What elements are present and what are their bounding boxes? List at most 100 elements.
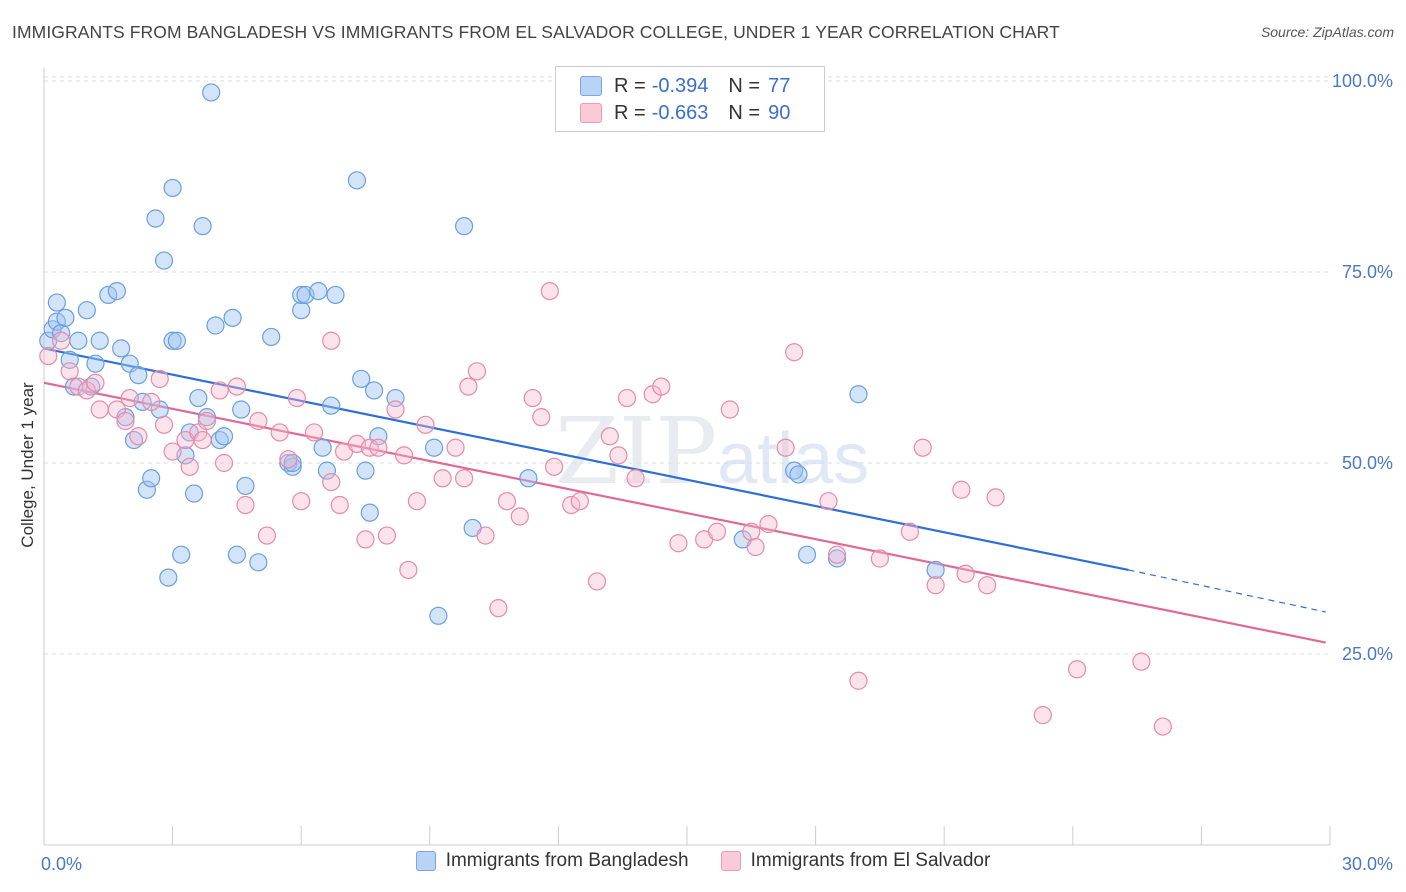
point-elsalvador	[214, 453, 234, 473]
point-elsalvador	[609, 446, 628, 465]
source-credit: Source: ZipAtlas.com	[1260, 24, 1394, 40]
point-elsalvador	[570, 492, 589, 511]
point-elsalvador	[913, 438, 932, 457]
point-bangladesh	[99, 285, 118, 305]
trend-line-bangladesh-extension	[1128, 569, 1326, 613]
point-elsalvador	[776, 438, 795, 457]
point-bangladesh	[47, 312, 66, 331]
point-bangladesh	[47, 293, 66, 312]
point-elsalvador	[785, 343, 804, 362]
point-bangladesh	[112, 339, 131, 358]
point-bangladesh	[519, 469, 538, 488]
point-bangladesh	[197, 408, 216, 427]
point-bangladesh	[309, 282, 328, 301]
point-elsalvador	[279, 450, 298, 469]
legend-r-value: -0.663	[651, 101, 709, 124]
point-elsalvador	[759, 515, 778, 534]
axes	[43, 68, 1331, 846]
trend-lines	[43, 347, 1326, 644]
point-elsalvador	[532, 408, 551, 427]
point-bangladesh	[142, 469, 161, 488]
point-elsalvador	[433, 469, 452, 488]
y-tick-label: 25.0%	[1342, 644, 1393, 664]
point-bangladesh	[129, 366, 148, 385]
point-elsalvador	[197, 411, 216, 431]
point-elsalvador	[626, 469, 645, 488]
point-elsalvador	[227, 377, 246, 396]
point-elsalvador	[454, 469, 474, 488]
point-bangladesh	[926, 560, 945, 580]
point-bangladesh	[163, 178, 182, 198]
point-bangladesh	[360, 503, 379, 522]
point-elsalvador	[304, 423, 324, 442]
point-elsalvador	[446, 438, 465, 457]
point-elsalvador	[523, 388, 542, 408]
point-elsalvador	[416, 415, 435, 434]
point-bangladesh	[227, 545, 246, 564]
point-elsalvador	[977, 576, 997, 595]
point-elsalvador	[827, 545, 847, 564]
point-elsalvador	[52, 331, 71, 350]
point-elsalvador	[90, 400, 109, 419]
legend-swatch-bangladesh	[580, 76, 602, 96]
point-elsalvador	[952, 480, 971, 499]
point-elsalvador	[193, 430, 212, 450]
point-elsalvador	[652, 377, 671, 396]
point-bangladesh	[356, 461, 375, 480]
point-elsalvador	[86, 373, 105, 392]
point-elsalvador	[467, 362, 487, 381]
point-elsalvador	[617, 388, 637, 408]
point-bangladesh	[77, 301, 96, 320]
point-elsalvador	[1067, 660, 1087, 679]
x-tick-label: 0.0%	[41, 854, 82, 874]
point-elsalvador	[497, 492, 517, 511]
point-bangladesh	[797, 545, 817, 564]
legend-swatch-elsalvador	[720, 851, 741, 871]
x-tick-label: 30.0%	[1342, 854, 1393, 874]
point-bangladesh	[249, 553, 268, 572]
point-bangladesh	[167, 331, 186, 350]
point-elsalvador	[746, 537, 765, 557]
point-bangladesh	[206, 316, 225, 335]
point-bangladesh	[56, 308, 75, 327]
point-elsalvador	[69, 377, 88, 396]
point-bangladesh	[292, 285, 311, 305]
point-bangladesh	[159, 568, 178, 587]
point-bangladesh	[313, 438, 332, 457]
point-elsalvador	[849, 671, 868, 690]
point-bangladesh	[364, 381, 384, 400]
point-elsalvador	[540, 282, 559, 301]
point-bangladesh	[292, 301, 311, 320]
trend-line-elsalvador	[43, 381, 1326, 644]
point-elsalvador	[287, 388, 307, 408]
point-bangladesh	[137, 480, 156, 499]
point-elsalvador	[986, 488, 1005, 507]
point-bangladesh	[172, 545, 191, 564]
legend-n-value: 77	[768, 74, 791, 97]
correlation-legend: R = -0.394 N = 77 R = -0.663 N = 90	[555, 66, 825, 132]
point-bangladesh	[69, 331, 88, 350]
point-bangladesh	[236, 476, 255, 496]
point-elsalvador	[394, 446, 414, 465]
grid-lines	[44, 76, 1330, 655]
point-elsalvador	[369, 438, 388, 457]
point-elsalvador	[322, 473, 341, 492]
legend-swatch-elsalvador	[580, 103, 602, 123]
point-bangladesh	[429, 606, 448, 625]
y-tick-label: 75.0%	[1342, 262, 1393, 282]
point-elsalvador	[322, 331, 341, 350]
point-elsalvador	[587, 572, 607, 591]
legend-swatch-bangladesh	[415, 851, 436, 871]
series-legend: Immigrants from Bangladesh Immigrants fr…	[0, 850, 1406, 872]
point-elsalvador	[163, 442, 182, 461]
point-elsalvador	[600, 427, 619, 446]
point-bangladesh	[322, 396, 341, 415]
point-elsalvador	[1033, 706, 1052, 725]
y-axis-label: College, Under 1 year	[18, 382, 37, 548]
point-elsalvador	[669, 534, 688, 553]
point-elsalvador	[356, 530, 375, 549]
point-elsalvador	[900, 522, 920, 541]
point-bangladesh	[424, 438, 444, 457]
point-bangladesh	[107, 282, 126, 301]
point-elsalvador	[819, 492, 838, 511]
